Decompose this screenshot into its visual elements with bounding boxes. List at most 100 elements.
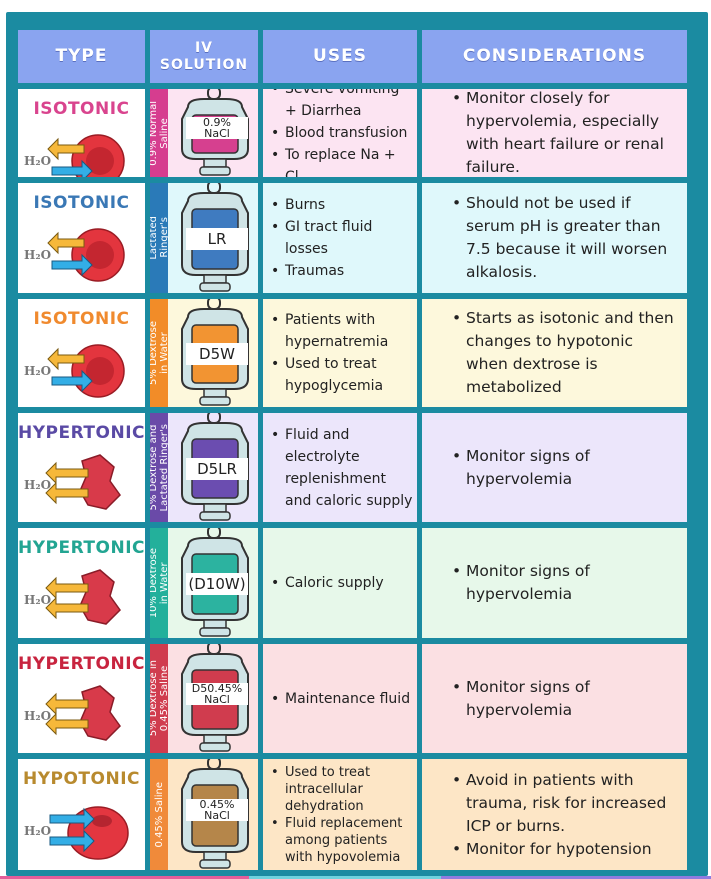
h2o-label: H₂O (24, 709, 51, 723)
bag-label: LR (186, 228, 248, 250)
uses-list: Fluid and electrolyte replenishment and … (271, 424, 413, 512)
list-item: Severe vomiting + Diarrhea (271, 89, 413, 122)
list-item: Fluid and electrolyte replenishment and … (271, 424, 413, 512)
solution-name: 0.45% Saline (153, 781, 165, 848)
type-cell: HYPERTONIC H₂O (18, 528, 145, 638)
uses-cell: Severe vomiting + DiarrheaBlood transfus… (263, 89, 417, 177)
iv-solution-cell: 0.45% Saline 0.45% NaCl (150, 759, 258, 870)
list-item: GI tract fluid losses (271, 216, 413, 260)
tonicity-label: ISOTONIC (33, 309, 130, 329)
type-cell: ISOTONIC H₂O (18, 183, 145, 293)
list-item: Should not be used if serum pH is greate… (452, 192, 677, 284)
tonicity-label: HYPERTONIC (18, 538, 145, 558)
list-item: Monitor closely for hypervolemia, especi… (452, 89, 677, 177)
list-item: Maintenance fluid (271, 688, 410, 710)
uses-cell: Caloric supply (263, 528, 417, 638)
type-cell: HYPERTONIC H₂O (18, 413, 145, 522)
uses-list: Severe vomiting + DiarrheaBlood transfus… (271, 89, 413, 177)
h2o-label: H₂O (24, 154, 51, 168)
tonicity-label: ISOTONIC (33, 193, 130, 213)
uses-cell: BurnsGI tract fluid lossesTraumas (263, 183, 417, 293)
type-cell: ISOTONIC H₂O (18, 299, 145, 407)
uses-cell: Fluid and electrolyte replenishment and … (263, 413, 417, 522)
uses-list: BurnsGI tract fluid lossesTraumas (271, 194, 413, 282)
type-cell: HYPERTONIC H₂O (18, 644, 145, 753)
header-type: TYPE (18, 30, 145, 83)
list-item: Monitor signs of hypervolemia (452, 560, 677, 606)
red-blood-cell-osmosis-icon: H₂O (24, 134, 125, 177)
solution-name: 10% Dextrose in Water (150, 547, 170, 619)
tonicity-label: HYPERTONIC (18, 423, 145, 443)
solution-name: 5% Dextrose in 0.45% Saline (150, 660, 170, 737)
red-blood-cell-osmosis-icon: H₂O (24, 344, 125, 398)
bag-label: (D10W) (186, 573, 248, 595)
iv-bag: 0.9% NaCl (168, 89, 258, 177)
bag-label: D50.45% NaCl (186, 682, 248, 705)
iv-solution-cell: 0.9% Normal Saline 0.9% NaCl (150, 89, 258, 177)
iv-bag: LR (168, 183, 258, 293)
uses-list: Used to treat intracellular dehydrationF… (271, 764, 413, 866)
solution-name: 5% Dextrose in Water (150, 321, 170, 385)
solution-name: 5% Dextrose and Lactated Ringer's (150, 423, 170, 512)
tonicity-label: ISOTONIC (33, 99, 130, 119)
iv-solution-cell: 10% Dextrose in Water (D10W) (150, 528, 258, 638)
solution-name-strip: Lactated Ringer's (150, 183, 170, 293)
red-blood-cell-osmosis-icon: H₂O (24, 228, 125, 282)
considerations-cell: Monitor signs of hypervolemia (422, 528, 687, 638)
iv-bag: D50.45% NaCl (168, 644, 258, 753)
bottom-bar (0, 876, 711, 879)
type-cell: ISOTONIC H₂O (18, 89, 145, 177)
h2o-label: H₂O (24, 478, 51, 492)
considerations-cell: Avoid in patients with trauma, risk for … (422, 759, 687, 870)
uses-list: Maintenance fluid (271, 688, 410, 710)
solution-name-strip: 10% Dextrose in Water (150, 528, 170, 638)
iv-bag: (D10W) (168, 528, 258, 638)
list-item: Used to treat hypoglycemia (271, 353, 413, 397)
uses-cell: Used to treat intracellular dehydrationF… (263, 759, 417, 870)
bag-label: D5W (186, 343, 248, 365)
considerations-cell: Should not be used if serum pH is greate… (422, 183, 687, 293)
h2o-label: H₂O (24, 593, 51, 607)
tonicity-label: HYPERTONIC (18, 654, 145, 674)
list-item: Traumas (271, 260, 413, 282)
considerations-list: Monitor signs of hypervolemia (452, 445, 677, 491)
bag-label: 0.45% NaCl (186, 798, 248, 821)
bag-label: D5LR (186, 457, 248, 480)
iv-bag: 0.45% NaCl (168, 759, 258, 870)
list-item: Caloric supply (271, 572, 384, 594)
iv-fluids-table: TYPE IV SOLUTION USES CONSIDERATIONS ISO… (18, 30, 687, 870)
considerations-cell: Monitor signs of hypervolemia (422, 413, 687, 522)
h2o-label: H₂O (24, 824, 51, 838)
uses-list: Patients with hypernatremiaUsed to treat… (271, 309, 413, 397)
considerations-list: Starts as isotonic and then changes to h… (452, 307, 677, 399)
list-item: Monitor for hypotension (452, 838, 677, 861)
red-blood-cell-osmosis-icon: H₂O (24, 806, 129, 860)
solution-name: 0.9% Normal Saline (150, 100, 170, 166)
red-blood-cell-osmosis-icon: H₂O (24, 569, 121, 625)
list-item: Blood transfusion (271, 122, 413, 144)
solution-name-strip: 5% Dextrose in Water (150, 299, 170, 407)
h2o-label: H₂O (24, 248, 51, 262)
list-item: Monitor signs of hypervolemia (452, 676, 677, 722)
considerations-list: Monitor signs of hypervolemia (452, 560, 677, 606)
bag-label: 0.9% NaCl (186, 117, 248, 139)
tonicity-label: HYPOTONIC (22, 769, 141, 789)
considerations-cell: Monitor signs of hypervolemia (422, 644, 687, 753)
iv-bag: D5W (168, 299, 258, 407)
iv-solution-cell: 5% Dextrose in Water D5W (150, 299, 258, 407)
header-iv-solution: IV SOLUTION (150, 30, 258, 83)
uses-cell: Patients with hypernatremiaUsed to treat… (263, 299, 417, 407)
considerations-cell: Starts as isotonic and then changes to h… (422, 299, 687, 407)
considerations-cell: Monitor closely for hypervolemia, especi… (422, 89, 687, 177)
solution-name-strip: 0.45% Saline (150, 759, 168, 870)
iv-solution-cell: 5% Dextrose in 0.45% Saline D50.45% NaCl (150, 644, 258, 753)
h2o-label: H₂O (24, 364, 51, 378)
considerations-list: Avoid in patients with trauma, risk for … (452, 769, 677, 861)
uses-list: Caloric supply (271, 572, 384, 594)
considerations-list: Should not be used if serum pH is greate… (452, 192, 677, 284)
considerations-list: Monitor closely for hypervolemia, especi… (452, 89, 677, 177)
list-item: Used to treat intracellular dehydration (271, 764, 413, 815)
type-cell: HYPOTONIC H₂O (18, 759, 145, 870)
list-item: To replace Na + Cl (271, 144, 413, 177)
table-frame: TYPE IV SOLUTION USES CONSIDERATIONS ISO… (6, 12, 708, 876)
